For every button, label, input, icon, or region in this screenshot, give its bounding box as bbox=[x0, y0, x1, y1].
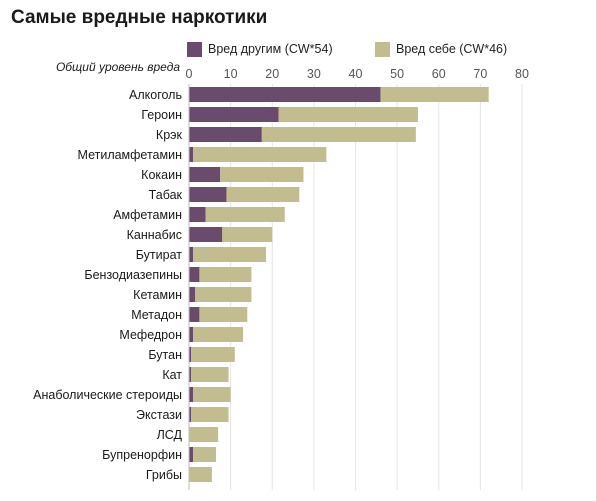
x-axis-title: Общий уровень вреда bbox=[56, 60, 180, 74]
bar-harm-to-others bbox=[189, 147, 194, 162]
bar-harm-to-others bbox=[189, 167, 221, 182]
bar-harm-to-others bbox=[189, 327, 194, 342]
category-label: Бутират bbox=[136, 248, 183, 262]
category-label: ЛСД bbox=[157, 428, 183, 442]
category-label: Бупренорфин bbox=[102, 448, 182, 462]
legend-label-harm-to-self: Вред себе (CW*46) bbox=[396, 42, 508, 56]
x-tick-label: 10 bbox=[224, 67, 238, 81]
x-tick-label: 60 bbox=[432, 67, 446, 81]
bar-harm-to-others bbox=[189, 187, 227, 202]
bar-harm-to-self bbox=[195, 287, 252, 302]
bar-harm-to-self bbox=[380, 87, 489, 102]
x-tick-label: 0 bbox=[186, 67, 193, 81]
bar-harm-to-self bbox=[222, 227, 273, 242]
category-label: Анаболические стероиды bbox=[33, 388, 182, 402]
x-tick-label: 30 bbox=[307, 67, 321, 81]
bar-harm-to-self bbox=[261, 127, 416, 142]
category-label: Кат bbox=[162, 368, 182, 382]
bar-harm-to-others bbox=[189, 367, 192, 382]
category-label: Метиламфетамин bbox=[78, 148, 183, 162]
bar-harm-to-others bbox=[189, 247, 194, 262]
bar-harm-to-self bbox=[189, 427, 219, 442]
category-label: Грибы bbox=[146, 468, 182, 482]
category-label: Бутан bbox=[148, 348, 182, 362]
category-label: Кетамин bbox=[133, 288, 182, 302]
chart-title: Самые вредные наркотики bbox=[11, 7, 268, 28]
bar-harm-to-others bbox=[189, 267, 200, 282]
x-tick-label: 50 bbox=[390, 67, 404, 81]
legend-item-harm-to-others: Вред другим (CW*54) bbox=[187, 40, 333, 58]
bar-harm-to-self bbox=[199, 267, 252, 282]
x-tick-label: 40 bbox=[349, 67, 363, 81]
bar-harm-to-self bbox=[205, 207, 285, 222]
bar-harm-to-self bbox=[191, 347, 235, 362]
category-label: Кокаин bbox=[141, 168, 182, 182]
bar-harm-to-others bbox=[189, 407, 192, 422]
bar-harm-to-others bbox=[189, 107, 279, 122]
category-label: Крэк bbox=[156, 128, 183, 142]
bar-harm-to-others bbox=[189, 347, 192, 362]
bar-harm-to-self bbox=[193, 147, 327, 162]
bar-harm-to-self bbox=[199, 307, 248, 322]
category-label: Метадон bbox=[131, 308, 182, 322]
bar-harm-to-others bbox=[189, 387, 194, 402]
bar-harm-to-self bbox=[191, 407, 229, 422]
category-label: Табак bbox=[149, 188, 183, 202]
bar-harm-to-self bbox=[193, 247, 267, 262]
category-label: Мефедрон bbox=[119, 328, 182, 342]
category-label: Героин bbox=[141, 108, 182, 122]
bar-harm-to-others bbox=[189, 307, 200, 322]
bar-harm-to-others bbox=[189, 127, 262, 142]
x-tick-label: 20 bbox=[265, 67, 279, 81]
bar-harm-to-self bbox=[226, 187, 300, 202]
bar-harm-to-self bbox=[193, 327, 244, 342]
bar-harm-to-others bbox=[189, 287, 196, 302]
category-label: Амфетамин bbox=[113, 208, 182, 222]
bar-harm-to-others bbox=[189, 87, 381, 102]
legend-swatch-harm-to-self bbox=[375, 41, 390, 57]
bar-harm-to-self bbox=[278, 107, 418, 122]
bar-harm-to-self bbox=[193, 447, 217, 462]
bar-harm-to-others bbox=[189, 207, 206, 222]
category-label: Каннабис bbox=[127, 228, 182, 242]
category-label: Экстази bbox=[136, 408, 182, 422]
category-label: Алкоголь bbox=[129, 88, 182, 102]
bar-harm-to-others bbox=[189, 227, 223, 242]
legend-item-harm-to-self: Вред себе (CW*46) bbox=[375, 40, 507, 58]
category-label: Бензодиазепины bbox=[84, 268, 182, 282]
x-tick-label: 70 bbox=[473, 67, 487, 81]
bar-harm-to-self bbox=[220, 167, 304, 182]
bar-harm-to-self bbox=[193, 387, 231, 402]
legend-label-harm-to-others: Вред другим (CW*54) bbox=[208, 42, 333, 56]
x-tick-label: 80 bbox=[515, 67, 529, 81]
bar-harm-to-self bbox=[189, 467, 212, 482]
bar-harm-to-self bbox=[191, 367, 229, 382]
bar-harm-to-others bbox=[189, 447, 194, 462]
legend-swatch-harm-to-others bbox=[187, 41, 202, 57]
